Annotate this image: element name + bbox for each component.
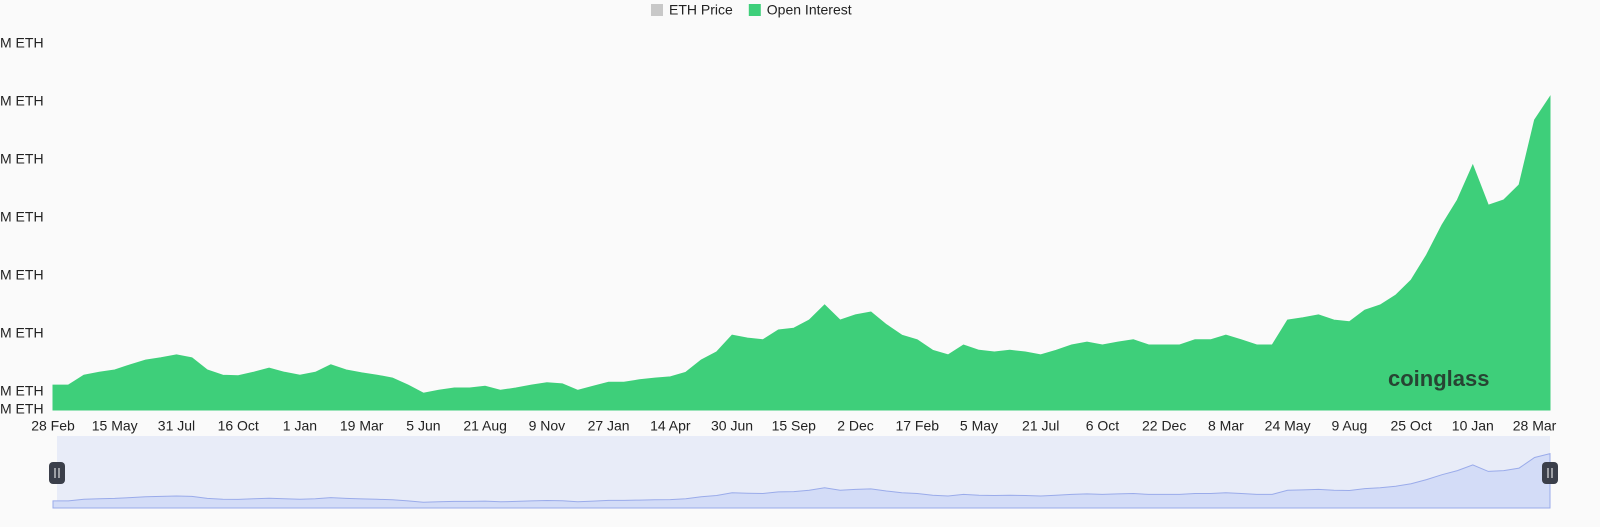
x-tick-label: 8 Mar <box>1208 418 1244 434</box>
x-tick-label: 15 May <box>92 418 138 434</box>
x-tick-label: 21 Aug <box>463 418 507 434</box>
navigator-area <box>52 453 1551 509</box>
legend-label[interactable]: Open Interest <box>767 2 852 18</box>
x-tick-label: 9 Aug <box>1331 418 1367 434</box>
x-tick-label: 19 Mar <box>340 418 384 434</box>
x-tick-label: 6 Oct <box>1086 418 1120 434</box>
x-tick-label: 10 Jan <box>1452 418 1494 434</box>
x-tick-label: 21 Jul <box>1022 418 1059 434</box>
x-tick-label: 15 Sep <box>772 418 817 434</box>
x-tick-label: 30 Jun <box>711 418 753 434</box>
x-tick-label: 28 Feb <box>31 418 75 434</box>
navigator-handle[interactable] <box>49 462 65 484</box>
y-tick-label: M ETH <box>0 267 44 283</box>
y-tick-label: M ETH <box>0 93 44 109</box>
x-tick-label: 2 Dec <box>837 418 874 434</box>
y-tick-label: M ETH <box>0 151 44 167</box>
x-tick-label: 16 Oct <box>218 418 259 434</box>
x-tick-label: 31 Jul <box>158 418 195 434</box>
legend-label[interactable]: ETH Price <box>669 2 733 18</box>
area <box>52 95 1551 411</box>
x-tick-label: 14 Apr <box>650 418 691 434</box>
watermark: coinglass <box>1388 366 1489 391</box>
x-tick-label: 9 Nov <box>529 418 566 434</box>
x-tick-label: 22 Dec <box>1142 418 1186 434</box>
x-tick-label: 27 Jan <box>588 418 630 434</box>
x-tick-label: 1 Jan <box>283 418 317 434</box>
x-tick-label: 17 Feb <box>895 418 939 434</box>
x-tick-label: 24 May <box>1265 418 1311 434</box>
y-tick-label: M ETH <box>0 383 44 399</box>
y-tick-label: M ETH <box>0 209 44 225</box>
x-tick-label: 25 Oct <box>1390 418 1431 434</box>
y-tick-label: M ETH <box>0 35 44 51</box>
y-tick-label: M ETH <box>0 325 44 341</box>
x-tick-label: 28 Mar <box>1513 418 1557 434</box>
legend-swatch[interactable] <box>651 4 663 16</box>
x-tick-label: 5 Jun <box>406 418 440 434</box>
y-tick-label: M ETH <box>0 401 44 417</box>
navigator-handle[interactable] <box>1542 462 1558 484</box>
legend-swatch[interactable] <box>748 4 761 16</box>
x-tick-label: 5 May <box>960 418 998 434</box>
